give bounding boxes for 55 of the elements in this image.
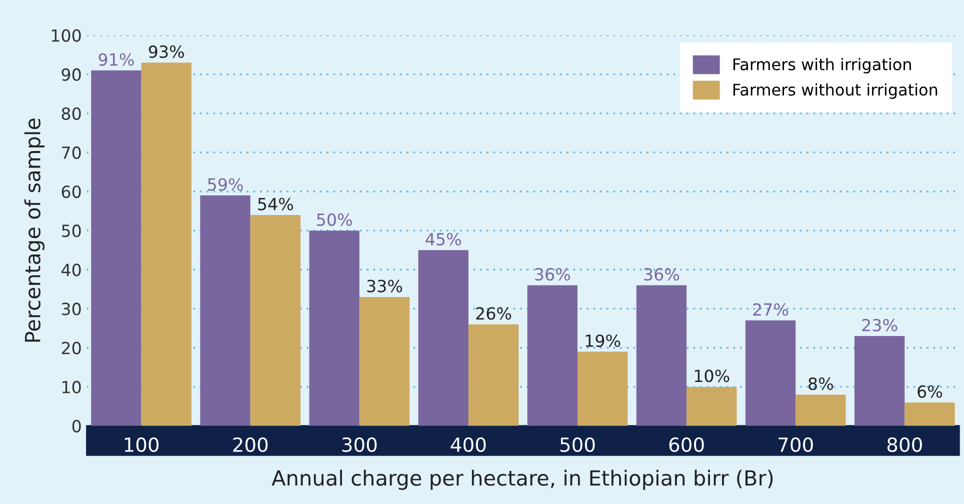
data-label: 19% [586, 334, 620, 348]
y-tick-label: 0 [72, 420, 81, 432]
data-label: 36% [644, 268, 680, 281]
data-label: 93% [148, 45, 184, 58]
bar [359, 296, 410, 426]
data-label: 50% [317, 213, 352, 226]
x-tick-label: 700 [778, 437, 813, 452]
bar [141, 62, 192, 426]
y-axis-title: Percentage of sample [24, 118, 45, 342]
y-tick-label: 100 [52, 29, 81, 42]
y-tick-label: 70 [62, 146, 81, 160]
data-label: 10% [694, 370, 730, 382]
bar [527, 285, 578, 426]
data-label: 36% [535, 268, 570, 281]
x-tick-label: 600 [669, 437, 704, 452]
data-label: 54% [258, 198, 294, 210]
bar [854, 336, 905, 426]
data-label: 91% [98, 53, 134, 66]
bar [577, 352, 628, 426]
data-label: 6% [918, 385, 942, 398]
y-tick-label: 10 [62, 380, 81, 394]
y-tick-label: 90 [62, 68, 81, 81]
y-tick-label: 30 [62, 302, 81, 316]
bar [200, 195, 250, 426]
data-label: 27% [753, 303, 788, 316]
x-axis-title: Annual charge per hectare, in Ethiopian birr (Br) [272, 470, 773, 490]
bar [686, 386, 737, 426]
data-label: 26% [476, 307, 512, 320]
x-tick-label: 400 [450, 437, 486, 452]
data-label: 59% [208, 178, 243, 191]
bar [91, 70, 142, 426]
x-tick-label: 500 [560, 437, 595, 452]
data-label: 33% [367, 280, 402, 292]
bar [745, 320, 796, 426]
bar [468, 324, 519, 426]
bar [250, 214, 301, 426]
data-label: 23% [862, 318, 898, 332]
legend-label: Farmers with irrigation [733, 58, 911, 74]
y-tick-label: 20 [62, 342, 81, 354]
x-tick-label: 300 [342, 437, 377, 452]
y-tick-label: 60 [62, 185, 81, 198]
bar [796, 394, 846, 426]
x-tick-label: 800 [887, 437, 922, 452]
y-tick-label: 40 [62, 264, 81, 276]
x-tick-label: 200 [233, 437, 268, 452]
data-label: 8% [808, 377, 833, 390]
bar [418, 250, 468, 426]
legend-label: Farmers without irrigation [733, 83, 938, 99]
bar [309, 230, 360, 426]
y-tick-label: 80 [62, 107, 81, 120]
data-label: 45% [426, 232, 461, 246]
bar [904, 402, 955, 426]
x-tick-label: 100 [124, 437, 159, 452]
y-tick-label: 50 [62, 224, 81, 238]
bar [636, 285, 687, 426]
